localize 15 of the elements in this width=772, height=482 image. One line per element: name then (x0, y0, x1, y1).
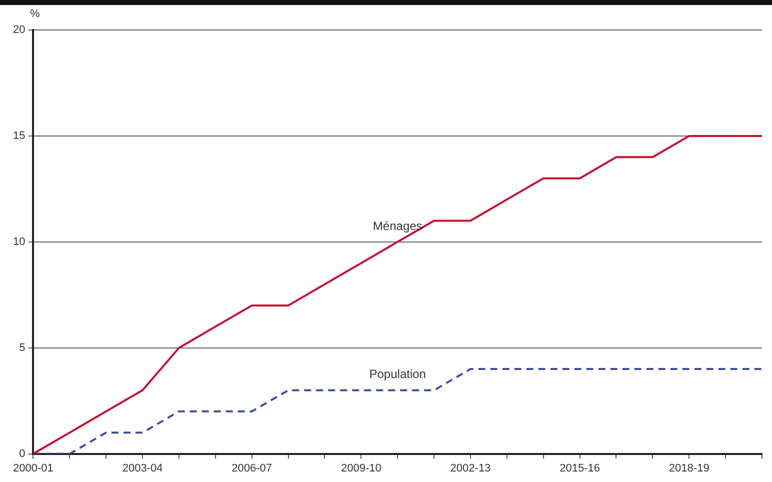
x-tick-label: 2003-04 (122, 462, 163, 474)
y-axis-title: % (30, 8, 40, 20)
series-label: Population (369, 367, 426, 382)
x-tick-label: 2002-13 (450, 462, 491, 474)
series-label: Ménages (372, 218, 422, 233)
x-tick-label: 2006-07 (232, 462, 272, 474)
y-tick-label: 5 (19, 342, 26, 354)
x-tick-label: 2018-19 (668, 462, 710, 474)
y-tick-label: 15 (12, 130, 26, 142)
x-tick-label: 2009-10 (340, 462, 382, 474)
y-tick-label: 10 (12, 236, 26, 248)
x-tick-label: 2000-01 (13, 462, 54, 474)
x-tick-label: 2015-16 (560, 462, 600, 474)
y-tick-label: 0 (19, 448, 26, 460)
y-tick-label: 20 (12, 24, 26, 36)
